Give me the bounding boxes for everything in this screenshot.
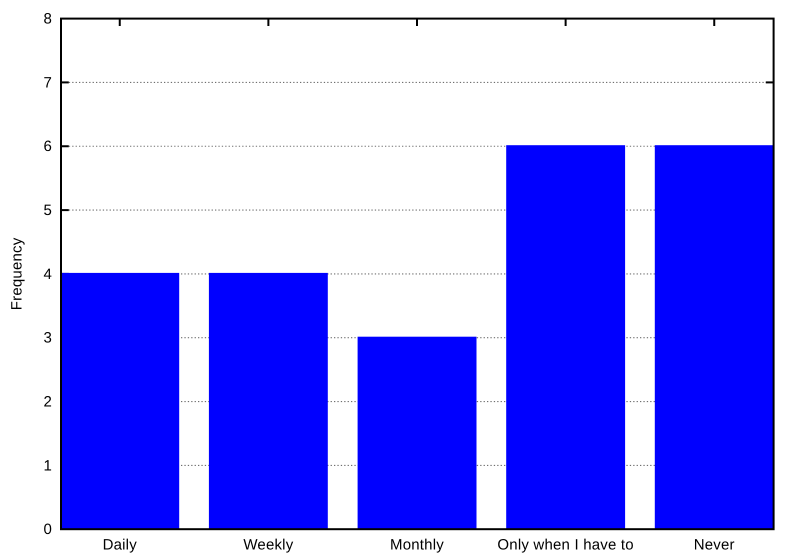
svg-text:1: 1 <box>43 457 52 474</box>
svg-text:Monthly: Monthly <box>390 537 444 554</box>
svg-text:3: 3 <box>43 330 52 347</box>
svg-text:6: 6 <box>43 138 52 155</box>
svg-text:Only when I have to: Only when I have to <box>497 537 633 554</box>
svg-text:0: 0 <box>43 521 52 538</box>
svg-text:Daily: Daily <box>103 537 138 554</box>
svg-text:4: 4 <box>43 266 52 283</box>
svg-text:2: 2 <box>43 394 52 411</box>
svg-text:Weekly: Weekly <box>243 537 293 554</box>
svg-text:Frequency: Frequency <box>9 237 26 310</box>
svg-text:8: 8 <box>43 11 52 28</box>
svg-text:5: 5 <box>43 202 52 219</box>
svg-text:7: 7 <box>43 74 52 91</box>
svg-text:Never: Never <box>694 537 735 554</box>
